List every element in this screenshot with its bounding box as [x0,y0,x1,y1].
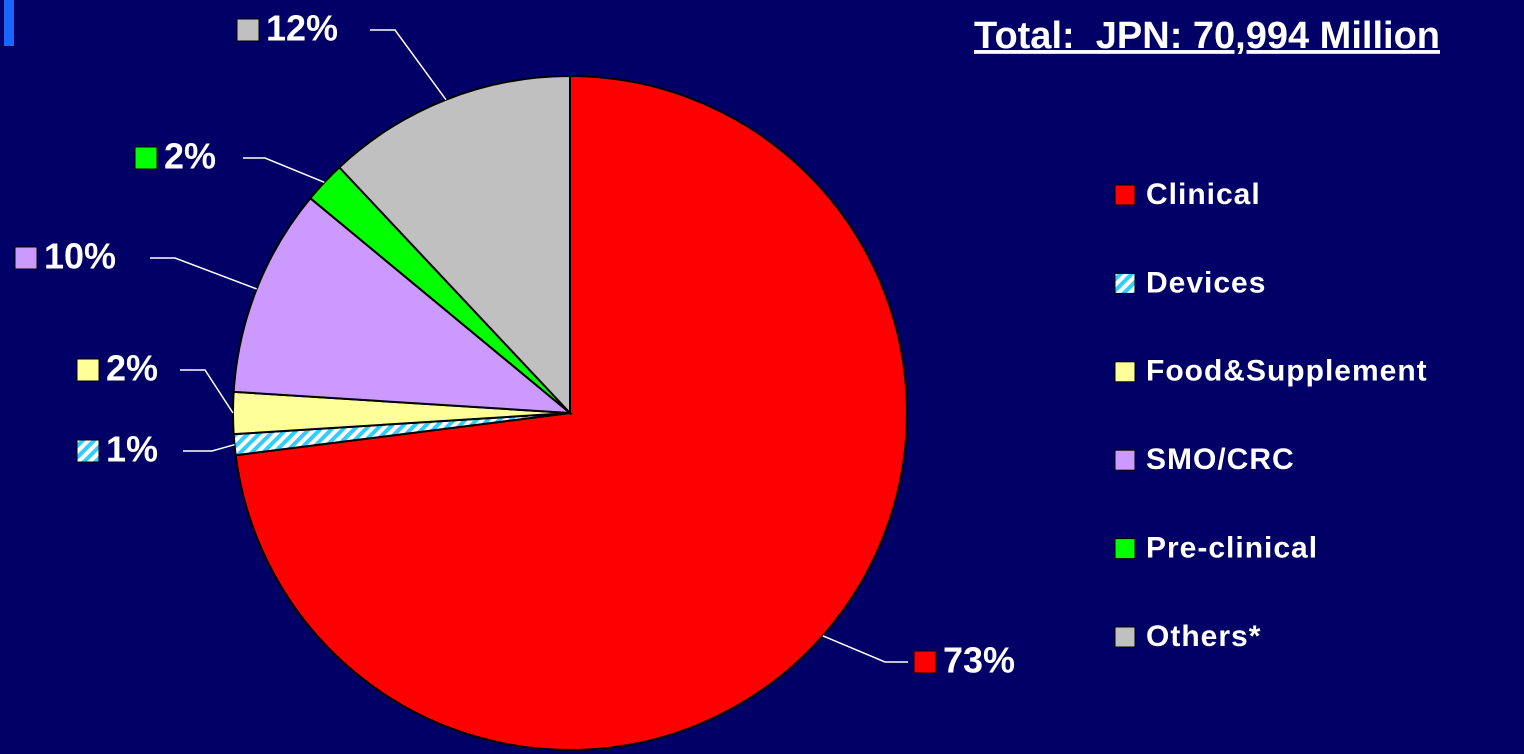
legend-label: Clinical [1146,178,1261,211]
leader-line [243,157,325,184]
leader-line [370,29,447,101]
label-swatch [134,146,158,170]
legend-swatch [1114,184,1136,206]
legend-swatch [1114,626,1136,648]
bullet-bar [4,0,14,46]
legend-label: Others* [1146,620,1261,653]
legend-swatch [1114,272,1136,294]
legend-label: Food&Supplement [1146,355,1428,388]
data-label: 73% [943,640,1015,681]
leader-line [183,443,235,452]
legend-label: SMO/CRC [1146,443,1295,476]
legend-swatch [1114,361,1136,383]
leader-line [150,257,257,290]
legend-label: Devices [1146,266,1266,299]
data-label: 1% [106,429,158,470]
chart-title: Total: JPN: 70,994 Million [974,15,1440,57]
leader-line [180,369,234,414]
data-label: 10% [44,236,116,277]
label-swatch [913,650,937,674]
label-swatch [76,439,100,463]
data-label: 2% [106,348,158,389]
legend-swatch [1114,538,1136,560]
data-label: 2% [164,136,216,177]
legend-label: Pre-clinical [1146,532,1318,565]
label-swatch [236,18,260,42]
label-swatch [14,246,38,270]
data-label: 12% [266,8,338,49]
leader-line [822,635,908,663]
pie-slice [337,74,571,416]
legend-swatch [1114,449,1136,471]
label-swatch [76,358,100,382]
